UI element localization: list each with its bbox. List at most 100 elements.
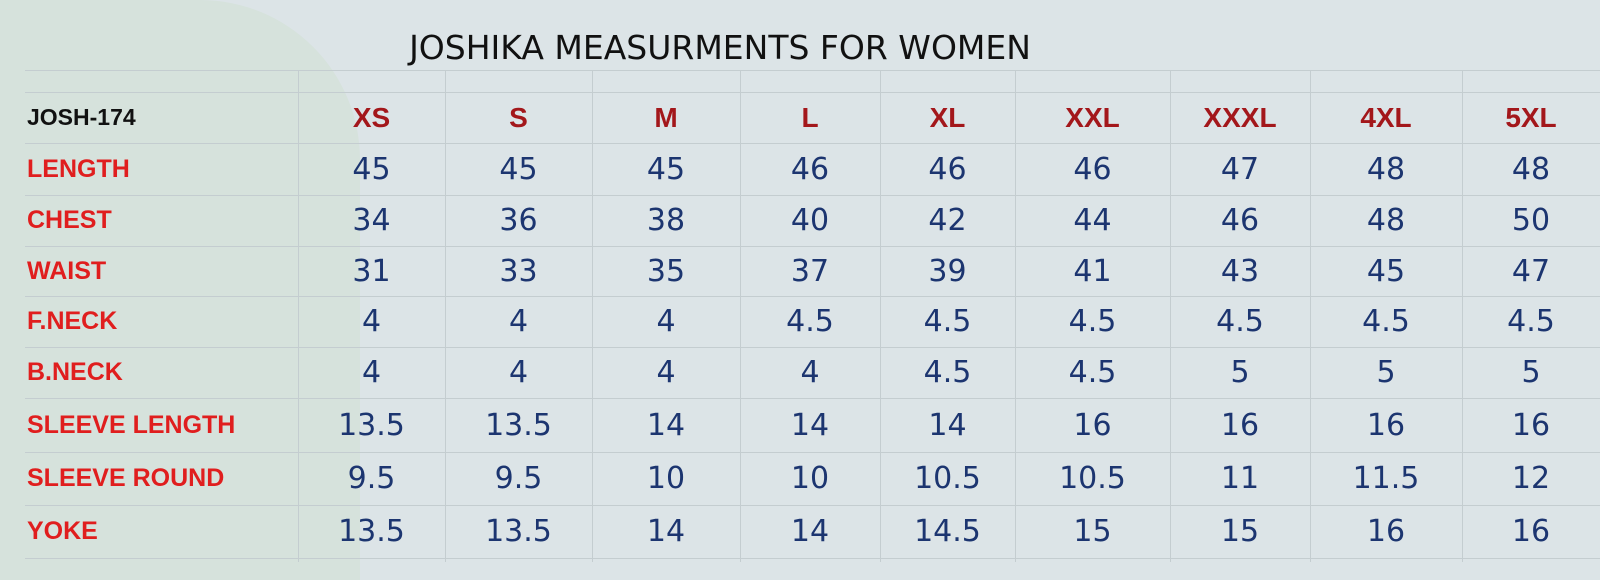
- row-divider: [25, 296, 1600, 297]
- column-divider: [1310, 70, 1311, 562]
- measurement: 4.5: [1362, 304, 1410, 339]
- measurement: 13.5: [338, 407, 405, 443]
- measurement: 14: [646, 514, 686, 549]
- measurement: 4: [656, 355, 676, 390]
- measurement: 5: [1376, 355, 1396, 390]
- measurement: 5: [1230, 355, 1250, 390]
- row-divider: [25, 143, 1600, 144]
- measurement: 37: [790, 253, 830, 289]
- column-divider: [1170, 70, 1171, 562]
- measurement: 35: [646, 253, 686, 289]
- measurement: 34: [352, 203, 391, 238]
- measurement: 13.5: [485, 514, 552, 549]
- row-divider: [25, 398, 1600, 399]
- measurement: 4.5: [923, 355, 972, 390]
- measurement: 47: [1220, 151, 1260, 187]
- measurement: 16: [1366, 514, 1406, 549]
- measurement: 11: [1220, 461, 1260, 496]
- measurement: 4: [508, 304, 529, 339]
- measurement: 11.5: [1352, 461, 1420, 496]
- measurement: 12: [1511, 461, 1551, 496]
- measurement: 46: [790, 151, 830, 187]
- size-header: XS: [352, 101, 391, 133]
- size-header: XXL: [1065, 101, 1120, 133]
- measurement: 9.5: [347, 461, 396, 496]
- measurement: 45: [646, 151, 686, 187]
- measurement: 14: [790, 407, 830, 443]
- size-header: 5XL: [1505, 101, 1557, 133]
- measurement: 4.5: [786, 304, 834, 339]
- column-divider: [445, 70, 446, 562]
- row-divider: [25, 505, 1600, 506]
- column-divider: [740, 70, 741, 562]
- measurement: 9.5: [494, 461, 543, 496]
- measurement: 39: [928, 253, 967, 289]
- size-header: S: [509, 101, 528, 133]
- measurement: 16: [1511, 407, 1551, 443]
- row-divider: [25, 246, 1600, 247]
- size-header: L: [801, 101, 819, 133]
- measurement: 15: [1220, 514, 1260, 549]
- row-label: SLEEVE ROUND: [27, 464, 225, 492]
- measurement: 13.5: [485, 407, 552, 443]
- measurement: 40: [790, 203, 830, 238]
- row-divider: [25, 347, 1600, 348]
- measurement: 4: [361, 355, 382, 390]
- measurement: 15: [1073, 514, 1112, 549]
- measurement: 4.5: [1216, 304, 1264, 339]
- measurement: 16: [1511, 514, 1551, 549]
- measurement: 16: [1220, 407, 1260, 443]
- measurement: 4.5: [1068, 304, 1117, 339]
- size-header: M: [654, 101, 678, 133]
- measurement: 4: [508, 355, 529, 390]
- measurement: 10: [790, 461, 830, 496]
- row-divider: [25, 195, 1600, 196]
- measurement: 5: [1521, 355, 1541, 390]
- measurement: 4.5: [1068, 355, 1117, 390]
- column-divider: [880, 70, 881, 562]
- measurement: 46: [1220, 203, 1260, 238]
- row-label: CHEST: [27, 206, 112, 234]
- measurement: 45: [352, 151, 391, 187]
- measurement: 14: [790, 514, 830, 549]
- measurement: 10.5: [914, 461, 981, 496]
- measurement: 10: [646, 461, 686, 496]
- measurement: 13.5: [338, 514, 405, 549]
- measurement: 14: [646, 407, 686, 443]
- measurement: 16: [1073, 407, 1112, 443]
- table-id: JOSH-174: [27, 104, 136, 130]
- measurement: 43: [1220, 253, 1260, 289]
- measurement: 4.5: [923, 304, 972, 339]
- measurement: 14.5: [914, 514, 981, 549]
- measurement: 44: [1073, 203, 1112, 238]
- measurement: 33: [499, 253, 538, 289]
- row-label: YOKE: [27, 517, 98, 545]
- measurement: 36: [499, 203, 538, 238]
- row-label: B.NECK: [27, 358, 123, 386]
- measurement: 42: [928, 203, 967, 238]
- row-label: LENGTH: [27, 154, 130, 183]
- measurement: 41: [1073, 253, 1112, 289]
- measurement: 46: [1073, 151, 1112, 187]
- row-divider: [25, 452, 1600, 453]
- measurement: 4: [800, 355, 820, 390]
- row-divider: [25, 558, 1600, 559]
- row-divider: [25, 92, 1600, 93]
- measurement: 4: [656, 304, 676, 339]
- measurement: 10.5: [1059, 461, 1126, 496]
- row-label: WAIST: [27, 256, 107, 285]
- size-header: XL: [929, 101, 966, 133]
- measurement: 50: [1511, 203, 1551, 238]
- measurement: 45: [499, 151, 538, 187]
- measurement: 48: [1511, 151, 1551, 187]
- row-label: SLEEVE LENGTH: [27, 410, 236, 439]
- measurement: 38: [646, 203, 686, 238]
- measurement: 47: [1511, 253, 1551, 289]
- size-header: 4XL: [1360, 101, 1412, 133]
- column-divider: [592, 70, 593, 562]
- row-divider: [25, 70, 1600, 71]
- measurement: 48: [1366, 203, 1406, 238]
- measurement: 4: [361, 304, 382, 339]
- measurement: 48: [1366, 151, 1406, 187]
